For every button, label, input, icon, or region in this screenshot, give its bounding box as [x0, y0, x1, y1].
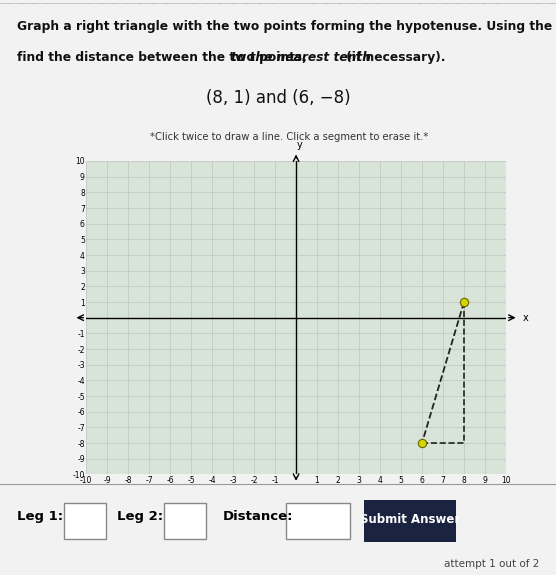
- Bar: [164, 503, 206, 539]
- Text: to the nearest tenth: to the nearest tenth: [231, 51, 371, 64]
- Bar: [286, 503, 350, 539]
- Text: attempt 1 out of 2: attempt 1 out of 2: [444, 559, 539, 569]
- Text: Graph a right triangle with the two points forming the hypotenuse. Using the sid: Graph a right triangle with the two poin…: [17, 20, 556, 33]
- Text: (if necessary).: (if necessary).: [342, 51, 445, 64]
- Text: y: y: [296, 140, 302, 150]
- Bar: [64, 503, 106, 539]
- Text: x: x: [523, 313, 529, 323]
- Text: *Click twice to draw a line. Click a segment to erase it.*: *Click twice to draw a line. Click a seg…: [150, 132, 429, 141]
- Text: Leg 1:: Leg 1:: [17, 509, 63, 523]
- Bar: [364, 500, 456, 542]
- Text: Distance:: Distance:: [222, 509, 293, 523]
- Text: find the distance between the two points,: find the distance between the two points…: [17, 51, 311, 64]
- Text: (8, 1) and (6, −8): (8, 1) and (6, −8): [206, 89, 350, 107]
- Text: Leg 2:: Leg 2:: [117, 509, 163, 523]
- Text: Submit Answer: Submit Answer: [360, 512, 460, 526]
